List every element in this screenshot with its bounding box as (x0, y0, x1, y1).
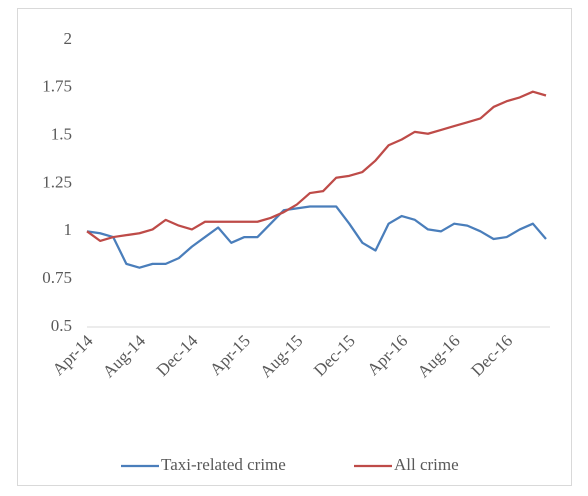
legend-label: Taxi-related crime (161, 455, 286, 474)
y-tick-label: 1.75 (42, 77, 72, 96)
y-tick-label: 1.25 (42, 172, 72, 191)
series-line (86, 90, 547, 243)
y-tick-label: 0.5 (51, 316, 72, 335)
y-tick-label: 1 (64, 220, 73, 239)
y-tick-label: 2 (64, 29, 73, 48)
series-line (86, 205, 547, 269)
legend-label: All crime (394, 455, 459, 474)
chart-border (17, 8, 572, 486)
y-tick-label: 0.75 (42, 268, 72, 287)
y-tick-label: 1.5 (51, 125, 72, 144)
